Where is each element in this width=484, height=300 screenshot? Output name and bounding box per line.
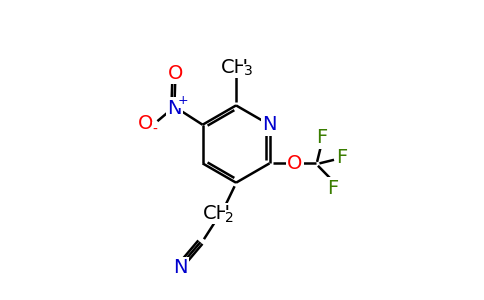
Text: O: O [167, 64, 183, 83]
Text: F: F [328, 178, 339, 197]
Text: N: N [173, 259, 188, 278]
Text: +: + [178, 94, 189, 107]
Text: 3: 3 [243, 64, 252, 78]
Text: O: O [137, 114, 153, 133]
Text: O: O [287, 154, 302, 173]
Text: N: N [167, 99, 182, 118]
Text: CH: CH [203, 204, 231, 224]
Text: N: N [262, 115, 277, 134]
Text: 2: 2 [225, 211, 234, 225]
Text: F: F [316, 128, 327, 147]
Text: CH: CH [221, 58, 249, 77]
Text: F: F [336, 148, 348, 166]
Text: -: - [152, 122, 157, 136]
